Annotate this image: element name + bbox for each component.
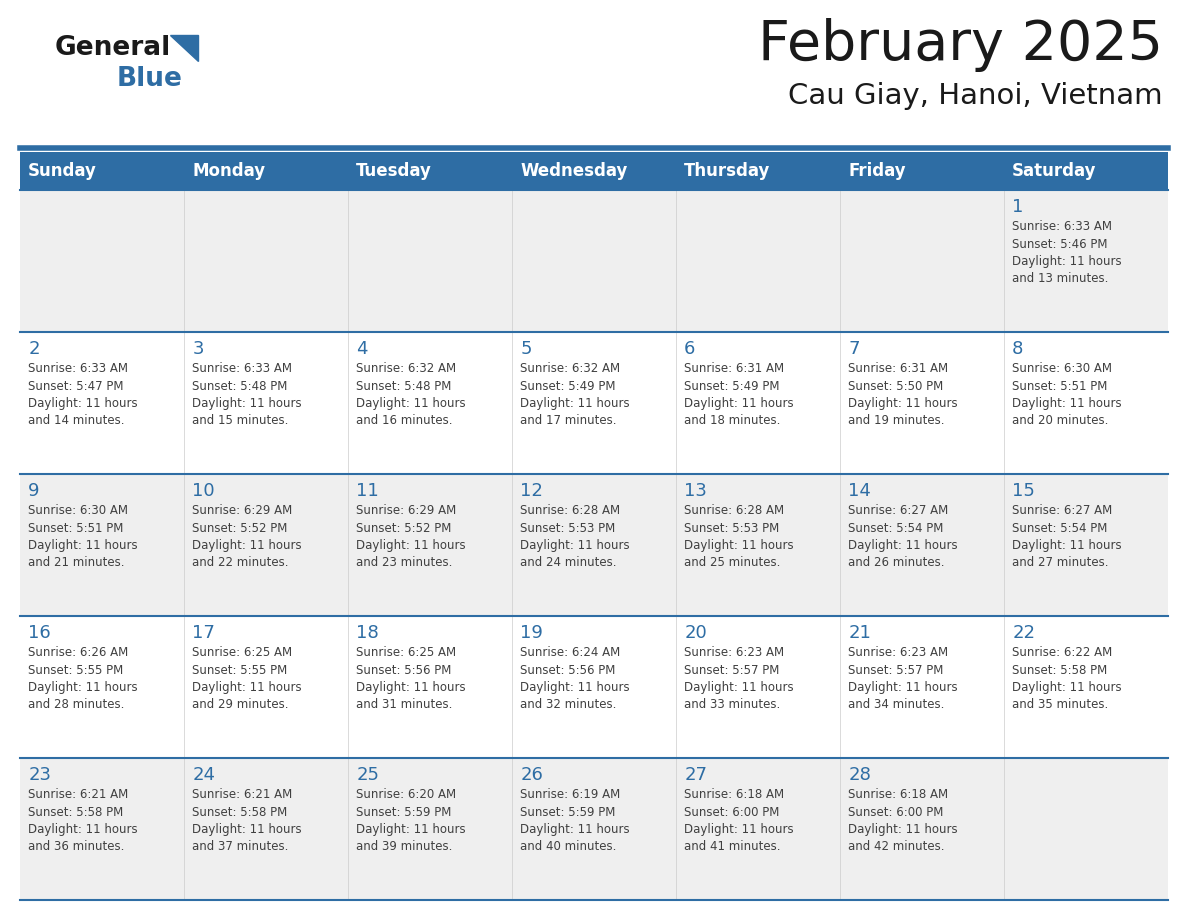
Text: 25: 25 xyxy=(356,766,379,784)
Text: Monday: Monday xyxy=(192,162,265,180)
Text: Sunrise: 6:31 AM
Sunset: 5:50 PM
Daylight: 11 hours
and 19 minutes.: Sunrise: 6:31 AM Sunset: 5:50 PM Dayligh… xyxy=(848,362,958,428)
Text: Sunrise: 6:26 AM
Sunset: 5:55 PM
Daylight: 11 hours
and 28 minutes.: Sunrise: 6:26 AM Sunset: 5:55 PM Dayligh… xyxy=(29,646,138,711)
Bar xyxy=(20,152,1168,190)
Text: Blue: Blue xyxy=(116,66,183,92)
Text: 19: 19 xyxy=(520,624,543,642)
Text: Sunrise: 6:28 AM
Sunset: 5:53 PM
Daylight: 11 hours
and 24 minutes.: Sunrise: 6:28 AM Sunset: 5:53 PM Dayligh… xyxy=(520,504,630,569)
Text: 12: 12 xyxy=(520,482,543,500)
Text: 18: 18 xyxy=(356,624,379,642)
Text: 14: 14 xyxy=(848,482,871,500)
Text: Sunrise: 6:31 AM
Sunset: 5:49 PM
Daylight: 11 hours
and 18 minutes.: Sunrise: 6:31 AM Sunset: 5:49 PM Dayligh… xyxy=(684,362,794,428)
Text: Sunrise: 6:29 AM
Sunset: 5:52 PM
Daylight: 11 hours
and 22 minutes.: Sunrise: 6:29 AM Sunset: 5:52 PM Dayligh… xyxy=(192,504,302,569)
Text: 20: 20 xyxy=(684,624,707,642)
Text: 3: 3 xyxy=(192,340,203,358)
Text: Friday: Friday xyxy=(848,162,905,180)
Text: 10: 10 xyxy=(192,482,215,500)
Text: Sunrise: 6:18 AM
Sunset: 6:00 PM
Daylight: 11 hours
and 41 minutes.: Sunrise: 6:18 AM Sunset: 6:00 PM Dayligh… xyxy=(684,788,794,854)
Text: Sunrise: 6:20 AM
Sunset: 5:59 PM
Daylight: 11 hours
and 39 minutes.: Sunrise: 6:20 AM Sunset: 5:59 PM Dayligh… xyxy=(356,788,466,854)
Text: 4: 4 xyxy=(356,340,368,358)
Text: Sunrise: 6:19 AM
Sunset: 5:59 PM
Daylight: 11 hours
and 40 minutes.: Sunrise: 6:19 AM Sunset: 5:59 PM Dayligh… xyxy=(520,788,630,854)
Text: 7: 7 xyxy=(848,340,860,358)
Polygon shape xyxy=(170,35,198,61)
Text: Tuesday: Tuesday xyxy=(356,162,432,180)
Text: Sunrise: 6:18 AM
Sunset: 6:00 PM
Daylight: 11 hours
and 42 minutes.: Sunrise: 6:18 AM Sunset: 6:00 PM Dayligh… xyxy=(848,788,958,854)
Text: 13: 13 xyxy=(684,482,707,500)
Text: Sunrise: 6:21 AM
Sunset: 5:58 PM
Daylight: 11 hours
and 37 minutes.: Sunrise: 6:21 AM Sunset: 5:58 PM Dayligh… xyxy=(192,788,302,854)
Text: 22: 22 xyxy=(1012,624,1035,642)
Text: Saturday: Saturday xyxy=(1012,162,1097,180)
Text: Sunrise: 6:27 AM
Sunset: 5:54 PM
Daylight: 11 hours
and 26 minutes.: Sunrise: 6:27 AM Sunset: 5:54 PM Dayligh… xyxy=(848,504,958,569)
Text: General: General xyxy=(55,35,171,61)
Text: Sunrise: 6:25 AM
Sunset: 5:56 PM
Daylight: 11 hours
and 31 minutes.: Sunrise: 6:25 AM Sunset: 5:56 PM Dayligh… xyxy=(356,646,466,711)
Bar xyxy=(20,332,1168,474)
Text: Sunrise: 6:30 AM
Sunset: 5:51 PM
Daylight: 11 hours
and 20 minutes.: Sunrise: 6:30 AM Sunset: 5:51 PM Dayligh… xyxy=(1012,362,1121,428)
Text: Sunrise: 6:23 AM
Sunset: 5:57 PM
Daylight: 11 hours
and 34 minutes.: Sunrise: 6:23 AM Sunset: 5:57 PM Dayligh… xyxy=(848,646,958,711)
Text: 6: 6 xyxy=(684,340,696,358)
Text: Cau Giay, Hanoi, Vietnam: Cau Giay, Hanoi, Vietnam xyxy=(789,82,1163,110)
Text: Sunrise: 6:27 AM
Sunset: 5:54 PM
Daylight: 11 hours
and 27 minutes.: Sunrise: 6:27 AM Sunset: 5:54 PM Dayligh… xyxy=(1012,504,1121,569)
Text: 16: 16 xyxy=(29,624,51,642)
Text: 1: 1 xyxy=(1012,198,1024,216)
Text: 27: 27 xyxy=(684,766,707,784)
Text: 15: 15 xyxy=(1012,482,1035,500)
Bar xyxy=(20,616,1168,758)
Text: Sunrise: 6:33 AM
Sunset: 5:47 PM
Daylight: 11 hours
and 14 minutes.: Sunrise: 6:33 AM Sunset: 5:47 PM Dayligh… xyxy=(29,362,138,428)
Bar xyxy=(20,190,1168,332)
Text: 21: 21 xyxy=(848,624,871,642)
Text: Sunrise: 6:33 AM
Sunset: 5:46 PM
Daylight: 11 hours
and 13 minutes.: Sunrise: 6:33 AM Sunset: 5:46 PM Dayligh… xyxy=(1012,220,1121,285)
Bar xyxy=(20,474,1168,616)
Text: Thursday: Thursday xyxy=(684,162,771,180)
Text: Sunrise: 6:29 AM
Sunset: 5:52 PM
Daylight: 11 hours
and 23 minutes.: Sunrise: 6:29 AM Sunset: 5:52 PM Dayligh… xyxy=(356,504,466,569)
Text: 17: 17 xyxy=(192,624,215,642)
Text: Sunrise: 6:32 AM
Sunset: 5:49 PM
Daylight: 11 hours
and 17 minutes.: Sunrise: 6:32 AM Sunset: 5:49 PM Dayligh… xyxy=(520,362,630,428)
Text: 2: 2 xyxy=(29,340,39,358)
Text: Sunrise: 6:33 AM
Sunset: 5:48 PM
Daylight: 11 hours
and 15 minutes.: Sunrise: 6:33 AM Sunset: 5:48 PM Dayligh… xyxy=(192,362,302,428)
Text: 24: 24 xyxy=(192,766,215,784)
Text: February 2025: February 2025 xyxy=(758,18,1163,72)
Text: 8: 8 xyxy=(1012,340,1024,358)
Bar xyxy=(20,758,1168,900)
Text: Sunrise: 6:21 AM
Sunset: 5:58 PM
Daylight: 11 hours
and 36 minutes.: Sunrise: 6:21 AM Sunset: 5:58 PM Dayligh… xyxy=(29,788,138,854)
Text: Sunrise: 6:22 AM
Sunset: 5:58 PM
Daylight: 11 hours
and 35 minutes.: Sunrise: 6:22 AM Sunset: 5:58 PM Dayligh… xyxy=(1012,646,1121,711)
Text: Sunday: Sunday xyxy=(29,162,97,180)
Text: Sunrise: 6:23 AM
Sunset: 5:57 PM
Daylight: 11 hours
and 33 minutes.: Sunrise: 6:23 AM Sunset: 5:57 PM Dayligh… xyxy=(684,646,794,711)
Text: 26: 26 xyxy=(520,766,543,784)
Text: Sunrise: 6:32 AM
Sunset: 5:48 PM
Daylight: 11 hours
and 16 minutes.: Sunrise: 6:32 AM Sunset: 5:48 PM Dayligh… xyxy=(356,362,466,428)
Text: 9: 9 xyxy=(29,482,39,500)
Text: Sunrise: 6:25 AM
Sunset: 5:55 PM
Daylight: 11 hours
and 29 minutes.: Sunrise: 6:25 AM Sunset: 5:55 PM Dayligh… xyxy=(192,646,302,711)
Text: Sunrise: 6:28 AM
Sunset: 5:53 PM
Daylight: 11 hours
and 25 minutes.: Sunrise: 6:28 AM Sunset: 5:53 PM Dayligh… xyxy=(684,504,794,569)
Text: Sunrise: 6:24 AM
Sunset: 5:56 PM
Daylight: 11 hours
and 32 minutes.: Sunrise: 6:24 AM Sunset: 5:56 PM Dayligh… xyxy=(520,646,630,711)
Text: 28: 28 xyxy=(848,766,871,784)
Text: 5: 5 xyxy=(520,340,532,358)
Text: 11: 11 xyxy=(356,482,379,500)
Text: Sunrise: 6:30 AM
Sunset: 5:51 PM
Daylight: 11 hours
and 21 minutes.: Sunrise: 6:30 AM Sunset: 5:51 PM Dayligh… xyxy=(29,504,138,569)
Text: Wednesday: Wednesday xyxy=(520,162,627,180)
Text: 23: 23 xyxy=(29,766,51,784)
